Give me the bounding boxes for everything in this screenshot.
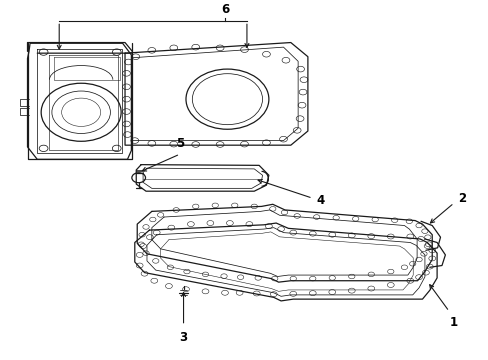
Text: 2: 2 xyxy=(457,192,465,205)
Text: 1: 1 xyxy=(449,316,457,329)
Text: 6: 6 xyxy=(221,3,229,16)
Text: 4: 4 xyxy=(316,194,324,207)
Text: 3: 3 xyxy=(179,331,187,344)
Text: 5: 5 xyxy=(176,138,184,150)
